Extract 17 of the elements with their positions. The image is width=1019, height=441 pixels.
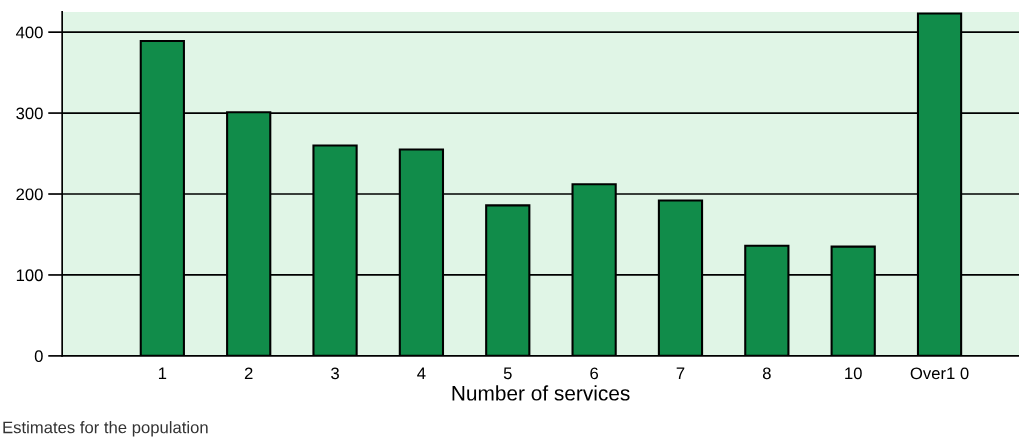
x-tick-label: 6 bbox=[590, 367, 599, 380]
x-tick-label: 7 bbox=[676, 367, 685, 380]
text: Estimates for the population bbox=[3, 421, 208, 437]
x-tick-label: Over1 0 bbox=[910, 367, 969, 380]
x-tick-label: 8 bbox=[762, 367, 771, 380]
y-tick-label: 200 bbox=[16, 188, 43, 201]
x-axis-title: Number of services bbox=[452, 385, 630, 401]
x-tick-label: 10 bbox=[845, 367, 862, 380]
x-tick-label: 2 bbox=[244, 367, 253, 380]
x-tick-label: 5 bbox=[503, 367, 512, 380]
x-tick-label: 4 bbox=[417, 367, 426, 380]
y-tick-label: 0 bbox=[34, 350, 43, 363]
x-tick-label: 1 bbox=[158, 367, 167, 380]
x-tick-label: 3 bbox=[331, 367, 339, 380]
y-tick-label: 100 bbox=[16, 269, 43, 282]
y-tick-label: 400 bbox=[15, 26, 43, 39]
y-tick-label: 300 bbox=[16, 107, 43, 120]
